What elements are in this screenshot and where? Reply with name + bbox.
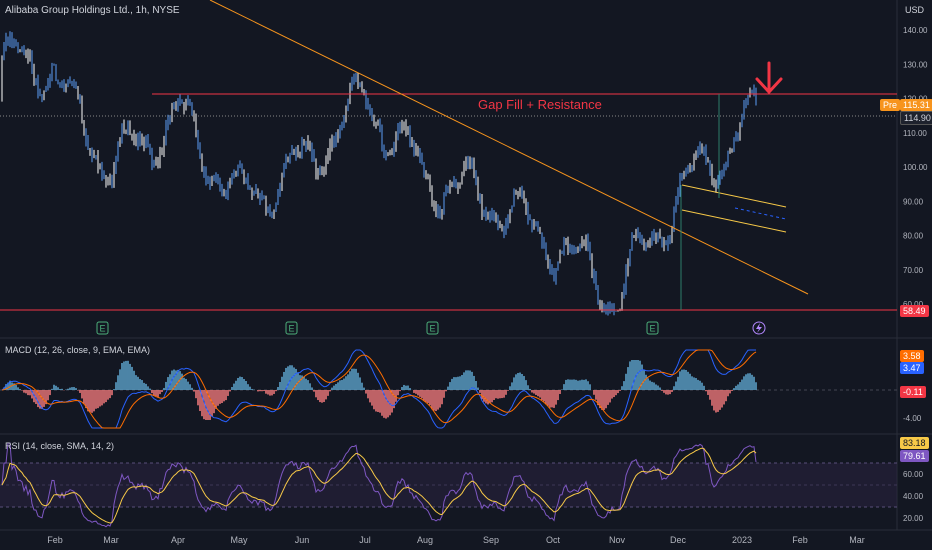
lightning-icon[interactable]	[752, 321, 766, 335]
price-tick-label: 60.00	[903, 300, 924, 309]
channel-mid	[734, 207, 787, 220]
premarket-price-tag: 115.31	[900, 99, 932, 111]
rsi-tick-label: 60.00	[903, 470, 924, 479]
macd-signal-line	[1, 349, 757, 429]
time-tick-label: Sep	[483, 535, 499, 545]
macd-tick-label: -4.00	[903, 414, 922, 423]
earnings-icon[interactable]: E	[96, 321, 109, 335]
price-axis[interactable]: 140.00130.00120.00110.00100.0090.0080.00…	[903, 26, 928, 309]
svg-text:E: E	[429, 324, 435, 334]
time-tick-label: Mar	[849, 535, 865, 545]
time-tick-label: 2023	[732, 535, 752, 545]
time-tick-label: Feb	[792, 535, 808, 545]
time-tick-label: Mar	[103, 535, 119, 545]
svg-text:E: E	[99, 324, 105, 334]
channel-upper[interactable]	[681, 184, 787, 208]
macd-title[interactable]: MACD (12, 26, close, 9, EMA, EMA)	[5, 345, 151, 355]
svg-text:E: E	[649, 324, 655, 334]
price-tick-label: 130.00	[903, 60, 928, 69]
time-tick-label: Aug	[417, 535, 433, 545]
rsi-value-tag: 83.18	[900, 437, 929, 449]
time-tick-label: Apr	[171, 535, 185, 545]
rsi-tick-label: 20.00	[903, 514, 924, 523]
price-tick-label: 80.00	[903, 232, 924, 241]
earnings-icon[interactable]: E	[646, 321, 659, 335]
candles-group	[1, 31, 757, 316]
rsi-line	[1, 442, 757, 528]
time-tick-label: Feb	[47, 535, 63, 545]
macd-value-tag: 3.58	[900, 350, 924, 362]
rsi-axis: 60.00 40.00 20.00	[903, 470, 924, 523]
time-tick-label: Nov	[609, 535, 626, 545]
svg-text:E: E	[288, 324, 294, 334]
time-tick-label: Dec	[670, 535, 687, 545]
price-tick-label: 90.00	[903, 197, 924, 206]
histogram-value-tag: -0.11	[900, 386, 926, 398]
price-tick-label: 110.00	[903, 129, 927, 138]
channel-lower[interactable]	[681, 209, 787, 233]
symbol-title: Alibaba Group Holdings Ltd., 1h, NYSE	[5, 5, 180, 16]
last-price-tag: 114.90	[900, 111, 932, 125]
earnings-icon[interactable]: E	[426, 321, 439, 335]
rsi-tick-label: 40.00	[903, 492, 924, 501]
time-tick-label: Jul	[359, 535, 371, 545]
macd-histogram	[3, 360, 757, 420]
currency-label: USD	[905, 5, 925, 15]
time-tick-label: May	[230, 535, 248, 545]
time-axis[interactable]: Feb Mar Apr May Jun Jul Aug Sep Oct Nov Dec 2023 Feb…	[47, 535, 865, 545]
arrow-down-icon	[755, 61, 783, 95]
rsi-ma-line	[1, 447, 757, 524]
time-tick-label: Jun	[295, 535, 310, 545]
rsi-ma-value-tag: 79.61	[900, 450, 929, 462]
time-tick-label: Oct	[546, 535, 561, 545]
price-tick-label: 70.00	[903, 266, 924, 275]
price-tick-label: 100.00	[903, 163, 928, 172]
rsi-title[interactable]: RSI (14, close, SMA, 14, 2)	[5, 441, 115, 451]
support-price-tag: 58.49	[900, 305, 929, 317]
gap-fill-annotation[interactable]: Gap Fill + Resistance	[478, 97, 602, 112]
descending-trendline[interactable]	[209, 0, 809, 295]
macd-line	[1, 349, 756, 429]
rsi-band	[0, 463, 897, 507]
premarket-badge: Pre	[880, 99, 901, 111]
price-tick-label: 140.00	[903, 26, 928, 35]
earnings-icon[interactable]: E	[285, 321, 298, 335]
signal-value-tag: 3.47	[900, 362, 924, 374]
